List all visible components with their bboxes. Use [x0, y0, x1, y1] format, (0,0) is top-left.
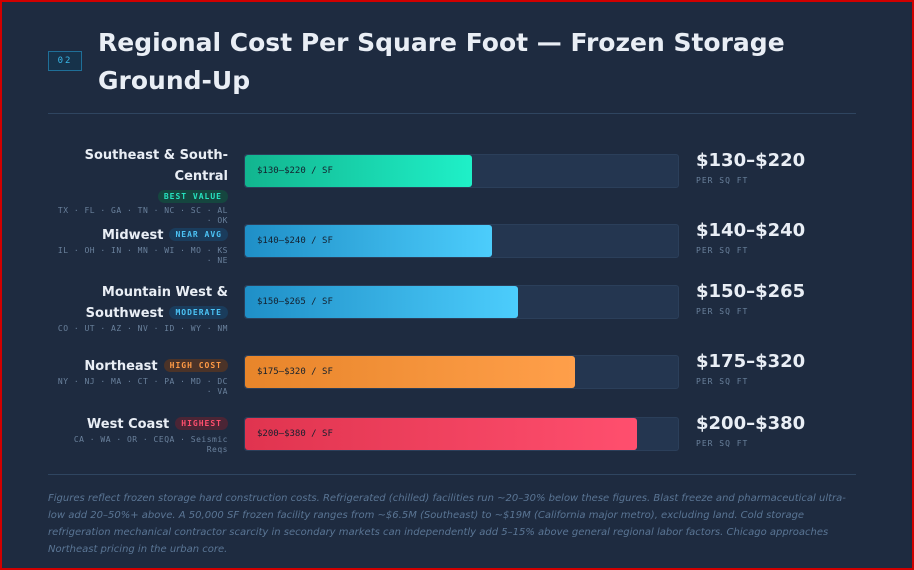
- header-divider: [48, 113, 856, 114]
- bar-label: $175–$320 / SF: [257, 367, 333, 377]
- footer-divider: [48, 474, 856, 475]
- tier-badge: NEAR AVG: [169, 228, 228, 241]
- tier-badge: MODERATE: [169, 306, 228, 319]
- state-list: IL · OH · IN · MN · WI · MO · KS · NE: [57, 246, 228, 265]
- unit-label: PER SQ FT: [696, 439, 749, 448]
- state-list: CA · WA · OR · CEQA · Seismic Reqs: [73, 435, 228, 454]
- footnote: Figures reflect frozen storage hard cons…: [48, 493, 846, 555]
- region-name: Mountain West &: [101, 285, 228, 300]
- cost-range-value: $150–$265: [696, 281, 806, 302]
- cost-range-value: $200–$380: [696, 413, 806, 434]
- bar-fill: $130–$220 / SF: [245, 155, 472, 187]
- bar-track: $140–$240 / SF: [244, 224, 679, 258]
- bar-fill: $200–$380 / SF: [245, 418, 637, 450]
- region-name: Southeast & South-Central: [84, 148, 228, 184]
- bar-label: $130–$220 / SF: [257, 166, 333, 176]
- region-name-line: West Coast HIGHEST: [48, 413, 228, 434]
- tier-badge: HIGH COST: [163, 359, 228, 372]
- region-name-line: Mountain West &: [48, 281, 228, 302]
- region-label: Northeast HIGH COST NY · NJ · MA · CT · PA…: [48, 355, 228, 397]
- bar-fill: $140–$240 / SF: [245, 225, 492, 257]
- tier-badge-line: BEST VALUE: [48, 186, 228, 205]
- cost-range-value: $130–$220: [696, 150, 806, 171]
- region-label: Southeast & South-Central BEST VALUE TX · …: [48, 144, 228, 226]
- region-label: West Coast HIGHEST CA · WA · OR · CEQA · S…: [48, 413, 228, 455]
- section-number-badge: 02: [48, 51, 82, 71]
- region-label: Mountain West & Southwest MODERATE CO · UT …: [48, 281, 228, 334]
- region-name-line: Northeast HIGH COST: [48, 355, 228, 376]
- bar-label: $200–$380 / SF: [257, 429, 333, 439]
- region-name-line: Southeast & South-Central: [48, 144, 228, 186]
- value-block: $130–$220 PER SQ FT: [696, 150, 866, 186]
- value-block: $175–$320 PER SQ FT: [696, 351, 866, 387]
- cost-range-value: $140–$240: [696, 220, 806, 241]
- value-block: $200–$380 PER SQ FT: [696, 413, 866, 449]
- value-block: $140–$240 PER SQ FT: [696, 220, 866, 256]
- bar-track: $175–$320 / SF: [244, 355, 679, 389]
- bar-track: $150–$265 / SF: [244, 285, 679, 319]
- state-list: NY · NJ · MA · CT · PA · MD · DC · VA: [57, 377, 228, 396]
- unit-label: PER SQ FT: [696, 176, 749, 185]
- region-name-line: Southwest MODERATE: [48, 302, 228, 323]
- unit-label: PER SQ FT: [696, 377, 749, 386]
- region-label: Midwest NEAR AVG IL · OH · IN · MN · WI · …: [48, 224, 228, 266]
- bar-track: $130–$220 / SF: [244, 154, 679, 188]
- value-block: $150–$265 PER SQ FT: [696, 281, 866, 317]
- region-name: Southwest: [85, 306, 164, 321]
- bar-track: $200–$380 / SF: [244, 417, 679, 451]
- bar-label: $150–$265 / SF: [257, 297, 333, 307]
- state-list: CO · UT · AZ · NV · ID · WY · NM: [57, 324, 228, 333]
- state-list: TX · FL · GA · TN · NC · SC · AL · OK: [57, 206, 228, 225]
- region-name: Northeast: [84, 359, 158, 374]
- bar-label: $140–$240 / SF: [257, 236, 333, 246]
- cost-range-value: $175–$320: [696, 351, 806, 372]
- tier-badge: BEST VALUE: [157, 190, 228, 203]
- unit-label: PER SQ FT: [696, 307, 749, 316]
- region-name-line: Midwest NEAR AVG: [48, 224, 228, 245]
- unit-label: PER SQ FT: [696, 246, 749, 255]
- bar-fill: $150–$265 / SF: [245, 286, 518, 318]
- region-name: West Coast: [86, 417, 170, 432]
- region-name: Midwest: [101, 228, 164, 243]
- page-title: Regional Cost Per Square Foot — Frozen S…: [98, 28, 785, 95]
- tier-badge: HIGHEST: [175, 417, 228, 430]
- bar-fill: $175–$320 / SF: [245, 356, 575, 388]
